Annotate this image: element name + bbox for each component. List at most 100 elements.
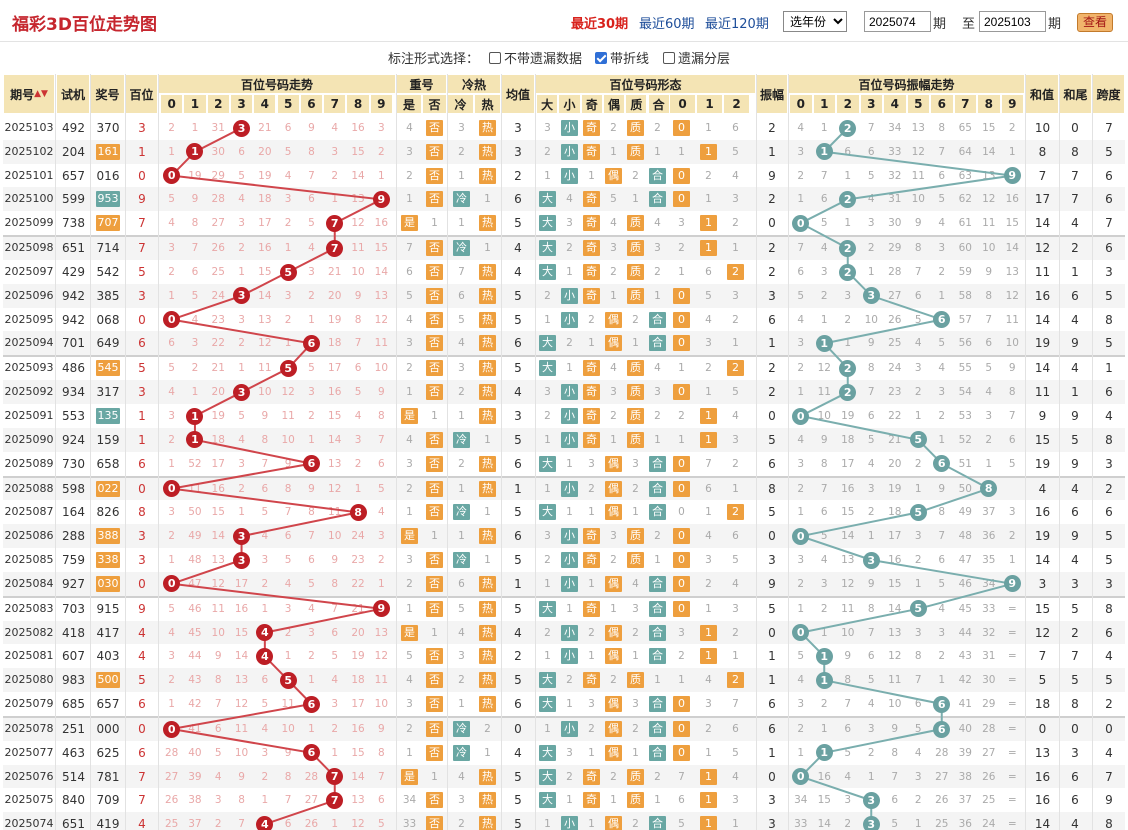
issue-cell: 2025084 bbox=[4, 576, 54, 590]
amp-miss-cell: 13 bbox=[911, 122, 925, 134]
header-amp-digit: 6 bbox=[930, 94, 954, 114]
avg-cell: 6 bbox=[514, 456, 522, 471]
miss-cell: 4 bbox=[331, 674, 339, 687]
tail-cell: 6 bbox=[1071, 769, 1079, 784]
miss-cell: 3 bbox=[261, 554, 269, 566]
test-cell: 607 bbox=[62, 649, 85, 664]
miss-cell: 6 bbox=[261, 482, 269, 495]
issue-cell: 2025085 bbox=[4, 553, 54, 566]
miss-cell: 16 bbox=[328, 386, 342, 399]
form-chip: 否 bbox=[426, 816, 443, 830]
miss-cell: 7 bbox=[238, 818, 245, 830]
miss-cell: 8 bbox=[284, 770, 292, 783]
amp-miss-cell: 3 bbox=[938, 626, 946, 639]
form-cell: 1 bbox=[632, 746, 639, 759]
miss-cell: 3 bbox=[331, 698, 339, 710]
recent-30-link[interactable]: 最近30期 bbox=[571, 17, 629, 32]
amp-miss-cell: 1 bbox=[797, 602, 805, 615]
prize-cell: 370 bbox=[96, 121, 120, 135]
amp-miss-cell: 52 bbox=[958, 433, 972, 446]
amp-miss-cell: 38 bbox=[958, 770, 972, 783]
form-chip: 质 bbox=[627, 120, 644, 136]
amp-miss-cell: = bbox=[1007, 674, 1017, 687]
miss-cell: 7 bbox=[308, 530, 315, 543]
miss-cell: 27 bbox=[164, 770, 179, 783]
option-no-miss[interactable]: 不带遗漏数据 bbox=[489, 48, 582, 67]
checkbox-polyline[interactable] bbox=[595, 52, 607, 64]
search-button[interactable]: 查看 bbox=[1077, 13, 1113, 32]
form-chip: 偶 bbox=[605, 648, 622, 665]
test-cell: 288 bbox=[62, 529, 85, 544]
form-cell: 1 bbox=[654, 145, 661, 158]
span-cell: 7 bbox=[1105, 121, 1113, 135]
r012-cell: 2 bbox=[732, 313, 739, 326]
option-miss-layer[interactable]: 遗漏分层 bbox=[663, 48, 730, 67]
miss-cell: 5 bbox=[308, 362, 315, 375]
checkbox-miss-layer[interactable] bbox=[663, 52, 675, 64]
amp-miss-cell: 2 bbox=[820, 698, 828, 710]
header-digit: 3 bbox=[229, 94, 254, 114]
miss-cell: 1 bbox=[354, 482, 362, 495]
cold-cell: 2 bbox=[458, 457, 465, 470]
r012-cell: 1 bbox=[678, 145, 685, 158]
amp-miss-cell: 17 bbox=[841, 457, 855, 470]
prize-cell: 016 bbox=[96, 168, 120, 183]
tail-cell: 9 bbox=[1071, 529, 1079, 544]
form-chip: 否 bbox=[426, 120, 443, 136]
amp-miss-cell: 17 bbox=[888, 530, 902, 543]
amp-miss-cell: 8 bbox=[820, 457, 828, 470]
form-cell: 3 bbox=[544, 122, 551, 134]
form-chip: 奇 bbox=[583, 264, 600, 280]
miss-cell: 1 bbox=[238, 266, 245, 278]
amp-miss-cell: 10 bbox=[888, 698, 902, 710]
hundred-cell: 3 bbox=[138, 553, 146, 567]
test-cell: 553 bbox=[62, 409, 85, 423]
to-period-input[interactable] bbox=[979, 11, 1046, 32]
r012-cell: 4 bbox=[732, 169, 739, 182]
miss-cell: 3 bbox=[168, 242, 175, 255]
cold-cell: 4 bbox=[458, 337, 465, 350]
hundred-cell: 0 bbox=[138, 168, 146, 183]
recent-120-link[interactable]: 最近120期 bbox=[705, 17, 769, 32]
sum-cell: 14 bbox=[1034, 553, 1051, 567]
amp-miss-cell: 1 bbox=[820, 626, 828, 639]
amp-miss-cell: 11 bbox=[888, 674, 902, 687]
repeat-yes: 4 bbox=[406, 313, 413, 326]
sort-icon[interactable]: ▲▼ bbox=[34, 89, 48, 99]
cold-cell: 3 bbox=[458, 362, 465, 375]
r012-cell: 3 bbox=[705, 554, 712, 566]
amp-cell: 5 bbox=[768, 505, 776, 520]
form-cell: 1 bbox=[610, 433, 617, 446]
hundred-ball: 9 bbox=[372, 190, 390, 208]
form-cell: 4 bbox=[610, 362, 617, 375]
form-cell: 2 bbox=[654, 122, 661, 134]
miss-cell: 45 bbox=[188, 626, 202, 639]
year-select[interactable]: 选年份 bbox=[783, 11, 847, 32]
form-cell: 1 bbox=[610, 289, 617, 302]
r012-chip: 0 bbox=[673, 384, 690, 401]
miss-cell: 2 bbox=[284, 217, 292, 230]
miss-cell: 13 bbox=[374, 289, 389, 302]
form-cell: 1 bbox=[588, 650, 595, 663]
header-hot: 热 bbox=[474, 94, 501, 114]
miss-cell: 2 bbox=[238, 242, 245, 255]
option-polyline[interactable]: 带折线 bbox=[595, 48, 649, 67]
r012-cell: 5 bbox=[732, 145, 739, 158]
form-cell: 3 bbox=[654, 386, 661, 399]
amp-cell: 6 bbox=[768, 722, 776, 736]
checkbox-no-miss[interactable] bbox=[489, 52, 501, 64]
amp-miss-cell: 4 bbox=[914, 746, 922, 759]
from-period-input[interactable] bbox=[864, 11, 931, 32]
amp-miss-cell: 30 bbox=[982, 674, 996, 687]
hundred-ball: 4 bbox=[256, 815, 274, 830]
r012-chip: 0 bbox=[673, 575, 690, 592]
test-cell: 730 bbox=[62, 456, 85, 471]
miss-cell: 14 bbox=[258, 289, 272, 302]
r012-cell: 3 bbox=[732, 289, 739, 302]
hundred-ball: 3 bbox=[233, 119, 251, 137]
amp-miss-cell: 4 bbox=[867, 698, 875, 710]
amp-miss-cell: 1 bbox=[985, 457, 993, 470]
cold-cell: 1 bbox=[458, 217, 465, 230]
repeat-yes: 1 bbox=[406, 193, 413, 206]
recent-60-link[interactable]: 最近60期 bbox=[639, 17, 695, 32]
